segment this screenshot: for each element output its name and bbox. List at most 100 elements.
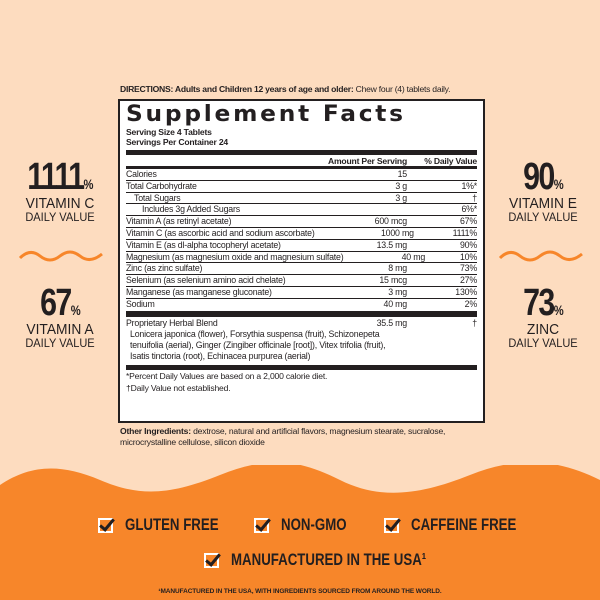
nutrient-row: Vitamin C (as ascorbic acid and sodium a… <box>126 228 477 240</box>
nutrient-name: Zinc (as zinc sulfate) <box>126 263 203 274</box>
nutrient-row: Total Carbohydrate 3 g 1%* <box>126 181 477 193</box>
other-ingredients-text: dextrose, natural and artificial flavors… <box>120 426 446 447</box>
badge-non-gmo: NON-GMO <box>254 515 365 535</box>
nutrient-amount: 15 mcg <box>379 275 407 286</box>
callout-unit: % <box>553 176 564 192</box>
blend-ingredients: Lonicera japonica (flower), Forsythia su… <box>130 328 386 361</box>
supplement-facts-panel: Supplement Facts Serving Size 4 Tablets … <box>118 99 485 423</box>
nutrient-amount: 3 g <box>395 180 407 191</box>
badge-label: NON-GMO <box>281 515 347 534</box>
directions: DIRECTIONS: Adults and Children 12 years… <box>120 84 450 94</box>
nutrient-dv: 73% <box>459 263 477 274</box>
nutrient-amount: 40 mg <box>401 251 426 262</box>
nutrient-name: Vitamin A (as retinyl acetate) <box>126 216 232 227</box>
nutrient-dv: 90% <box>459 239 477 250</box>
nutrient-row: Zinc (as zinc sulfate) 8 mg 73% <box>126 263 477 276</box>
callout-value: 67 <box>39 282 72 324</box>
nutrient-row: Vitamin E (as dl-alpha tocopheryl acetat… <box>126 240 477 252</box>
footnote: ¹MANUFACTURED IN THE USA, WITH INGREDIEN… <box>158 588 442 595</box>
nutrient-row: Total Sugars 3 g † <box>126 193 477 205</box>
nutrient-amount: 40 mg <box>383 298 408 309</box>
nutrient-dv: 1%* <box>461 180 477 191</box>
nutrient-dv: 2% <box>464 298 478 309</box>
nutrient-amount: 13.5 mg <box>376 239 408 250</box>
blend-name: Proprietary Herbal Blend <box>126 317 218 328</box>
callout-unit: % <box>83 176 94 192</box>
other-ingredients-label: Other Ingredients: <box>120 426 191 436</box>
nutrient-name: Vitamin C (as ascorbic acid and sodium a… <box>126 227 315 238</box>
nutrient-dv: 1111% <box>452 227 478 238</box>
servings-per-container: Servings Per Container 24 <box>126 137 228 147</box>
nutrient-name: Total Carbohydrate <box>126 180 197 191</box>
squiggle-divider-right <box>498 250 583 262</box>
badge-gluten-free: GLUTEN FREE <box>98 515 245 535</box>
nutrient-row: Sodium 40 mg 2% <box>126 299 477 311</box>
nutrient-amount: 3 mg <box>388 286 407 297</box>
badge-label: CAFFEINE FREE <box>411 515 517 534</box>
divider <box>126 150 477 155</box>
nutrient-rows: Calories 15 Total Carbohydrate 3 g 1%* Total … <box>126 169 477 311</box>
badge-label: MANUFACTURED IN THE USA¹ <box>231 550 427 569</box>
serving-size: Serving Size 4 Tablets <box>126 127 212 137</box>
table-header: Amount Per Serving % Daily Value <box>126 155 477 169</box>
directions-text: Chew four (4) tablets daily. <box>353 84 451 94</box>
checkbox-icon <box>384 517 399 533</box>
badge-made-in-usa: MANUFACTURED IN THE USA¹ <box>204 550 481 570</box>
nutrient-dv: 10% <box>459 251 477 262</box>
nutrient-row: Manganese (as manganese gluconate) 3 mg 13… <box>126 287 477 299</box>
nutrient-dv: 130% <box>455 286 477 297</box>
nutrient-name: Selenium (as selenium amino acid chelate… <box>126 275 286 286</box>
nutrient-dv: 67% <box>459 216 477 227</box>
nutrient-amount: 3 g <box>395 192 407 203</box>
nutrient-name: Sodium <box>126 298 155 309</box>
nutrient-dv: † <box>472 192 477 203</box>
nutrient-name: Magnesium (as magnesium oxide and magnes… <box>126 251 344 262</box>
nutrient-name: Total Sugars <box>134 192 181 203</box>
callout-name: VITAMIN E <box>509 195 577 212</box>
checkbox-icon <box>254 517 269 533</box>
directions-label: DIRECTIONS: Adults and Children 12 years… <box>120 84 354 94</box>
other-ingredients: Other Ingredients: dextrose, natural and… <box>120 426 480 448</box>
nutrient-name: Calories <box>126 169 157 179</box>
blend-dv: † <box>472 317 477 328</box>
herbal-blend: Proprietary Herbal Blend 35.5 mg † Lonicer… <box>126 310 477 370</box>
checkbox-icon <box>204 552 219 568</box>
footnote-dv: *Percent Daily Values are based on a 2,0… <box>126 370 328 381</box>
nutrient-row: Includes 3g Added Sugars 6%* <box>126 204 477 217</box>
callout-name: VITAMIN A <box>26 321 94 338</box>
callout-vitamin-c: 1111% VITAMIN C DAILY VALUE <box>5 158 115 223</box>
callout-name: ZINC <box>526 321 560 338</box>
nutrient-dv: 6%* <box>461 204 477 215</box>
nutrient-amount: 15 <box>397 169 408 179</box>
panel-title: Supplement Facts <box>126 102 406 127</box>
nutrient-dv: 27% <box>459 275 477 286</box>
nutrient-row: Magnesium (as magnesium oxide and magnes… <box>126 252 477 264</box>
nutrient-row: Selenium (as selenium amino acid chelate… <box>126 275 477 287</box>
dv-header: % Daily Value <box>424 155 477 166</box>
callout-value: 1111 <box>26 156 85 198</box>
nutrient-name: Manganese (as manganese gluconate) <box>126 286 272 297</box>
callout-name: VITAMIN C <box>25 195 95 212</box>
nutrient-name: Vitamin E (as dl-alpha tocopheryl acetat… <box>126 239 281 250</box>
footnote-dagger: †Daily Value not established. <box>126 382 231 393</box>
badge-caffeine-free: CAFFEINE FREE <box>384 515 546 535</box>
nutrient-row: Vitamin A (as retinyl acetate) 600 mcg 67% <box>126 216 477 228</box>
callout-sub: DAILY VALUE <box>25 210 95 224</box>
orange-wave-band <box>0 465 600 600</box>
nutrient-amount: 1000 mg <box>380 227 414 238</box>
badge-label: GLUTEN FREE <box>125 515 219 534</box>
callout-unit: % <box>70 302 81 318</box>
nutrient-amount: 8 mg <box>388 263 407 274</box>
callout-zinc: 73% ZINC DAILY VALUE <box>488 284 598 349</box>
squiggle-divider-left <box>18 250 103 262</box>
callout-sub: DAILY VALUE <box>508 210 578 224</box>
blend-amount: 35.5 mg <box>376 317 408 328</box>
callout-sub: DAILY VALUE <box>25 336 95 350</box>
nutrient-amount: 600 mcg <box>374 216 408 227</box>
nutrient-name: Includes 3g Added Sugars <box>142 204 240 215</box>
amount-header: Amount Per Serving <box>327 155 407 166</box>
callout-unit: % <box>553 302 564 318</box>
nutrient-dv <box>407 169 477 180</box>
callout-vitamin-e: 90% VITAMIN E DAILY VALUE <box>488 158 598 223</box>
nutrient-row: Calories 15 <box>126 169 477 181</box>
